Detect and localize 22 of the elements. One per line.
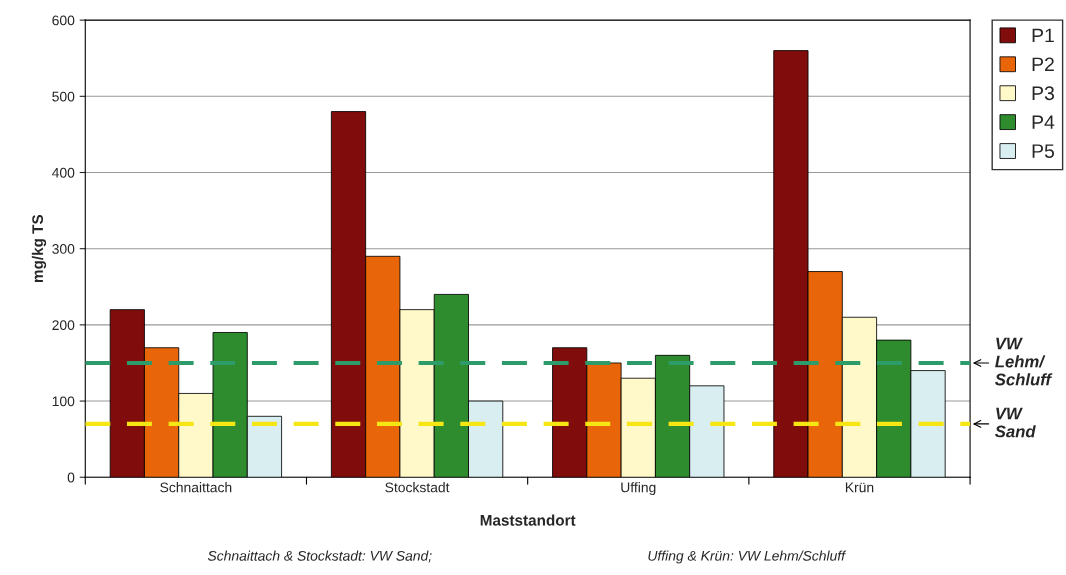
x-tick-label: Krün <box>845 482 874 493</box>
legend-label: P3 <box>1032 86 1054 101</box>
y-tick-label: 400 <box>52 167 75 178</box>
legend-label: P5 <box>1032 144 1055 158</box>
y-tick-label: 200 <box>52 320 75 331</box>
y-tick-label: 500 <box>52 91 75 102</box>
legend-label: P2 <box>1032 57 1054 72</box>
x-tick-label: Uffing <box>621 482 656 496</box>
y-tick-label: 100 <box>52 396 75 407</box>
legend-label: P1 <box>1032 28 1054 43</box>
y-tick-label: 0 <box>67 472 75 483</box>
text: Schnaittach & Stockstadt: VW Sand; <box>207 550 432 563</box>
y-tick-label: 600 <box>52 15 75 26</box>
legend-label: P4 <box>1032 115 1055 129</box>
text: Uffing & Krün: VW Lehm/Schluff <box>648 550 847 564</box>
y-tick-label: 300 <box>52 244 75 254</box>
x-tick-label: Schnaittach <box>160 482 232 493</box>
ref-line-label: VW Sand <box>995 407 1036 438</box>
y-axis-title: mg/kg TS <box>31 214 47 283</box>
ref-line-label: VW Lehm/ Schluff <box>995 337 1053 386</box>
x-tick-label: Stockstadt <box>385 482 450 493</box>
x-axis-title: Maststandort <box>480 514 576 526</box>
